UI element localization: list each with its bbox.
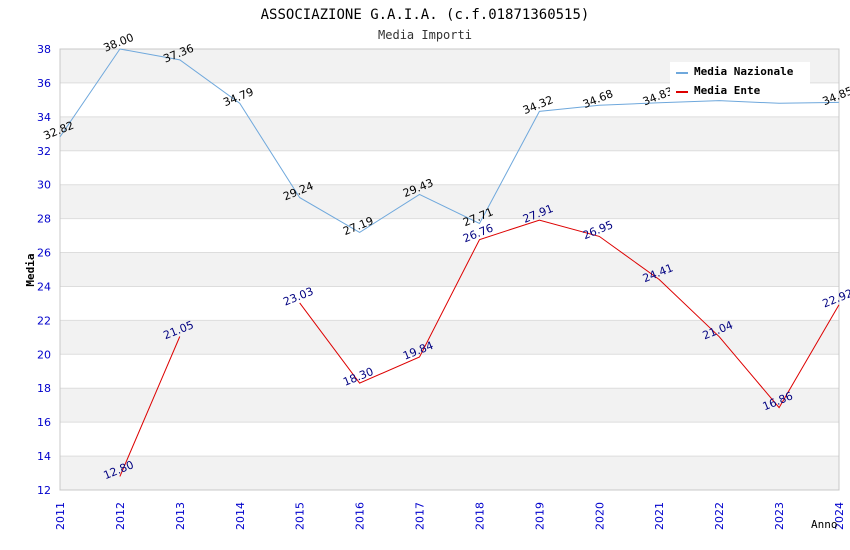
legend-label-nazionale: Media Nazionale [694, 65, 794, 78]
y-tick-label: 28 [37, 213, 51, 226]
x-tick-label: 2015 [294, 502, 307, 530]
x-tick-label: 2019 [533, 502, 546, 530]
x-tick-label: 2020 [593, 502, 606, 530]
data-label: 23.03 [281, 285, 315, 309]
y-axis-ticks: 12 14 16 18 20 22 24 26 28 30 32 34 36 38 [37, 43, 51, 497]
series-line-nazionale [59, 48, 840, 233]
y-tick-label: 38 [37, 43, 51, 56]
data-label: 34.85 [821, 84, 850, 108]
plot-frame [59, 48, 840, 491]
x-tick-label: 2021 [653, 502, 666, 530]
y-tick-label: 36 [37, 77, 51, 90]
data-label: 34.83 [641, 85, 675, 109]
grid-band [60, 252, 839, 287]
y-tick-label: 34 [37, 111, 51, 124]
grid-band [60, 320, 839, 355]
x-tick-label: 2018 [473, 502, 486, 530]
y-tick-label: 16 [37, 416, 51, 429]
series-line-ente [299, 219, 840, 409]
y-tick-label: 26 [37, 247, 51, 260]
plot-bands [60, 49, 839, 490]
data-label: 34.68 [581, 87, 615, 111]
y-tick-label: 12 [37, 484, 51, 497]
data-label: 34.79 [221, 85, 255, 109]
data-label: 18.30 [341, 365, 375, 389]
data-label: 26.95 [581, 218, 615, 242]
grid-band [60, 456, 839, 490]
chart-title: ASSOCIAZIONE G.A.I.A. (c.f.01871360515) [261, 7, 590, 23]
x-tick-label: 2022 [713, 502, 726, 530]
y-tick-label: 20 [37, 348, 51, 361]
x-tick-label: 2023 [773, 502, 786, 530]
legend: Media Nazionale Media Ente [670, 62, 810, 100]
x-tick-label: 2024 [833, 502, 846, 530]
x-tick-label: 2014 [234, 502, 247, 530]
grid-band [60, 116, 839, 151]
y-tick-label: 18 [37, 382, 51, 395]
y-tick-label: 14 [37, 450, 51, 463]
grid-lines [60, 48, 839, 491]
y-tick-label: 22 [37, 314, 51, 327]
grid-band [60, 184, 839, 219]
y-tick-label: 24 [37, 280, 51, 293]
series-line-ente [119, 336, 181, 477]
x-axis-label: Anno [811, 518, 838, 531]
x-tick-label: 2012 [114, 502, 127, 530]
series-lines [59, 48, 840, 477]
y-axis-label: Media [24, 253, 37, 286]
data-label: 22.92 [821, 287, 850, 311]
grid-band [60, 388, 839, 423]
chart-subtitle: Media Importi [378, 28, 472, 42]
x-tick-label: 2016 [354, 502, 367, 530]
x-tick-label: 2011 [54, 502, 67, 530]
x-tick-label: 2013 [174, 502, 187, 530]
y-tick-label: 32 [37, 145, 51, 158]
y-tick-label: 30 [37, 179, 51, 192]
x-axis-ticks: 2011 2012 2013 2014 2015 2016 2017 2018 2019 2020… [54, 502, 846, 530]
legend-label-ente: Media Ente [694, 84, 761, 97]
x-tick-label: 2017 [414, 502, 427, 530]
legend-box [670, 62, 810, 100]
